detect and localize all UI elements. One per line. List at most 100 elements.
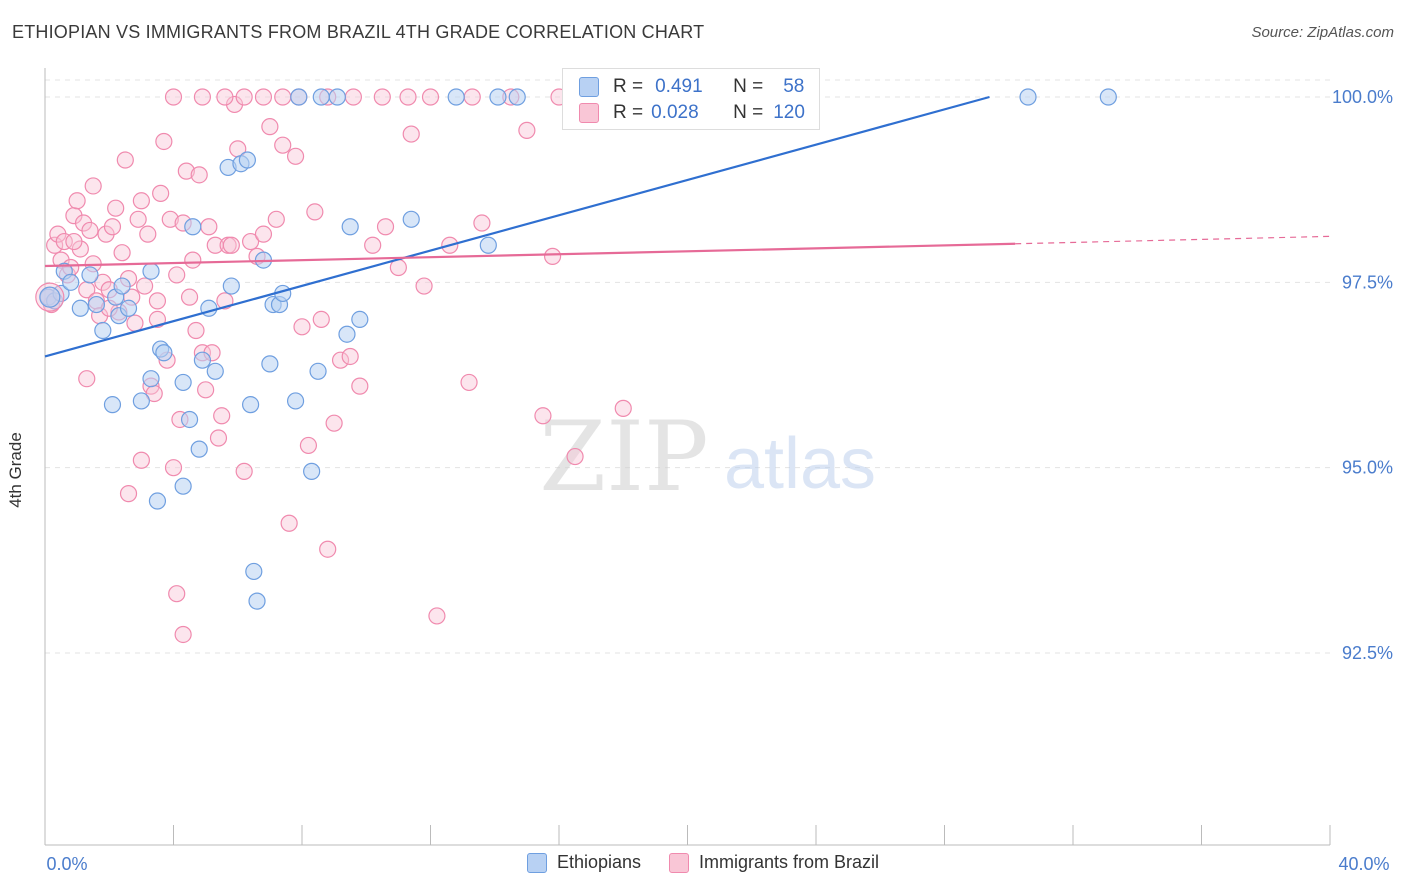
ethiopian-point xyxy=(351,310,369,328)
ethiopian-point xyxy=(119,299,138,317)
ethiopian-point xyxy=(489,88,507,106)
ethiopian-point xyxy=(1019,88,1037,106)
y-tick-label: 95.0% xyxy=(1342,458,1393,478)
ethiopian-point xyxy=(180,410,199,429)
brazil-point xyxy=(177,162,195,180)
brazil-point xyxy=(113,244,131,262)
brazil-point xyxy=(341,347,359,366)
ethiopian-point xyxy=(303,462,321,480)
y-tick-label: 92.5% xyxy=(1342,643,1393,663)
brazil-point xyxy=(261,118,279,136)
ethiopian-point xyxy=(222,277,240,295)
ethiopian-point xyxy=(309,362,327,380)
ethiopian-point xyxy=(142,262,160,280)
brazil-point xyxy=(180,288,199,306)
ethiopian-point xyxy=(39,286,61,308)
brazil-point xyxy=(103,218,122,236)
stats-box: R = 0.491 N = 58 R = 0.028 N = 120 xyxy=(562,68,820,130)
brazil-trend-extension xyxy=(1015,235,1331,245)
points-layer xyxy=(35,88,1117,644)
brazil-point xyxy=(155,132,173,151)
ethiopian-point xyxy=(103,396,122,414)
axis-layer xyxy=(44,68,1331,846)
trend-layer xyxy=(44,95,1331,358)
brazil-point xyxy=(81,221,99,240)
brazil-point xyxy=(209,429,228,447)
brazil-point xyxy=(235,88,253,106)
brazil-point xyxy=(364,236,382,254)
ethiopian-point xyxy=(242,396,260,414)
brazil-point xyxy=(254,225,273,243)
ethiopian-point xyxy=(1099,88,1117,106)
tick-label-layer: 92.5% 95.0% 97.5% 100.0% 0.0% 40.0% xyxy=(46,87,1393,874)
stats-row-brazil: R = 0.028 N = 120 xyxy=(579,100,805,126)
brazil-point xyxy=(566,447,584,466)
chart-title: ETHIOPIAN VS IMMIGRANTS FROM BRAZIL 4TH … xyxy=(12,22,705,42)
brazil-point xyxy=(254,88,273,106)
r-label: R = xyxy=(613,76,644,97)
ethiopian-point xyxy=(447,88,465,106)
brazil-trend-line xyxy=(44,242,1016,268)
ethiopian-point xyxy=(290,88,308,106)
legend-item-ethiopians[interactable]: Ethiopians xyxy=(526,852,641,873)
brazil-point xyxy=(135,277,154,295)
ethiopian-trend-line xyxy=(44,95,990,358)
brazil-point xyxy=(222,236,240,254)
ethiopian-point xyxy=(113,277,131,295)
watermark-zip: ZIP xyxy=(539,401,708,513)
brazil-point xyxy=(543,247,562,265)
brazil-point xyxy=(168,585,186,603)
ethiopian-point xyxy=(193,351,212,369)
brazil-point xyxy=(132,451,150,469)
ethiopian-point xyxy=(62,273,80,291)
brazil-point xyxy=(84,177,102,195)
y-axis-title: 4th Grade xyxy=(6,432,25,508)
brazil-point xyxy=(200,218,218,236)
brazil-point xyxy=(213,407,231,425)
legend-label-brazil: Immigrants from Brazil xyxy=(699,852,880,872)
brazil-point xyxy=(428,607,446,625)
brazil-point xyxy=(306,203,324,221)
brazil-point xyxy=(164,88,183,106)
brazil-point xyxy=(174,625,192,644)
brazil-point xyxy=(187,321,205,340)
r-value: 0.028 xyxy=(651,102,699,123)
brazil-point xyxy=(197,381,215,399)
brazil-point xyxy=(280,514,298,532)
ethiopian-point xyxy=(248,592,266,610)
y-tick-label: 100.0% xyxy=(1332,87,1393,107)
ethiopian-point xyxy=(341,218,359,236)
brazil-point xyxy=(193,88,212,106)
source-label: Source: ZipAtlas.com xyxy=(1251,24,1394,41)
ethiopian-point xyxy=(148,492,167,510)
ethiopian-point xyxy=(261,355,279,373)
brazil-point xyxy=(129,210,147,228)
ethiopian-point xyxy=(402,210,420,228)
brazil-point xyxy=(148,292,167,310)
brazil-point xyxy=(168,266,186,284)
brazil-point xyxy=(614,399,632,417)
brazil-point xyxy=(190,166,208,184)
swatch-ethiopians xyxy=(579,77,599,97)
x-tick-label: 40.0% xyxy=(1338,854,1389,874)
ethiopian-point xyxy=(286,392,305,410)
ethiopian-point xyxy=(328,88,346,106)
brazil-point xyxy=(65,232,83,251)
legend-item-brazil[interactable]: Immigrants from Brazil xyxy=(669,852,879,873)
brazil-point xyxy=(267,210,285,228)
ethiopian-point xyxy=(142,370,160,388)
r-label: R = xyxy=(613,102,644,123)
watermark: ZIP atlas xyxy=(539,401,876,513)
brazil-point xyxy=(299,436,318,455)
ethiopian-point xyxy=(184,218,202,236)
brazil-point xyxy=(107,199,125,217)
brazil-point xyxy=(132,192,150,210)
brazil-point xyxy=(534,407,552,425)
brazil-point xyxy=(415,277,433,295)
ethiopian-point xyxy=(132,392,150,410)
x-tick-label: 0.0% xyxy=(46,854,87,874)
brazil-point xyxy=(152,184,170,202)
brazil-point xyxy=(399,88,417,106)
brazil-point xyxy=(344,88,362,106)
